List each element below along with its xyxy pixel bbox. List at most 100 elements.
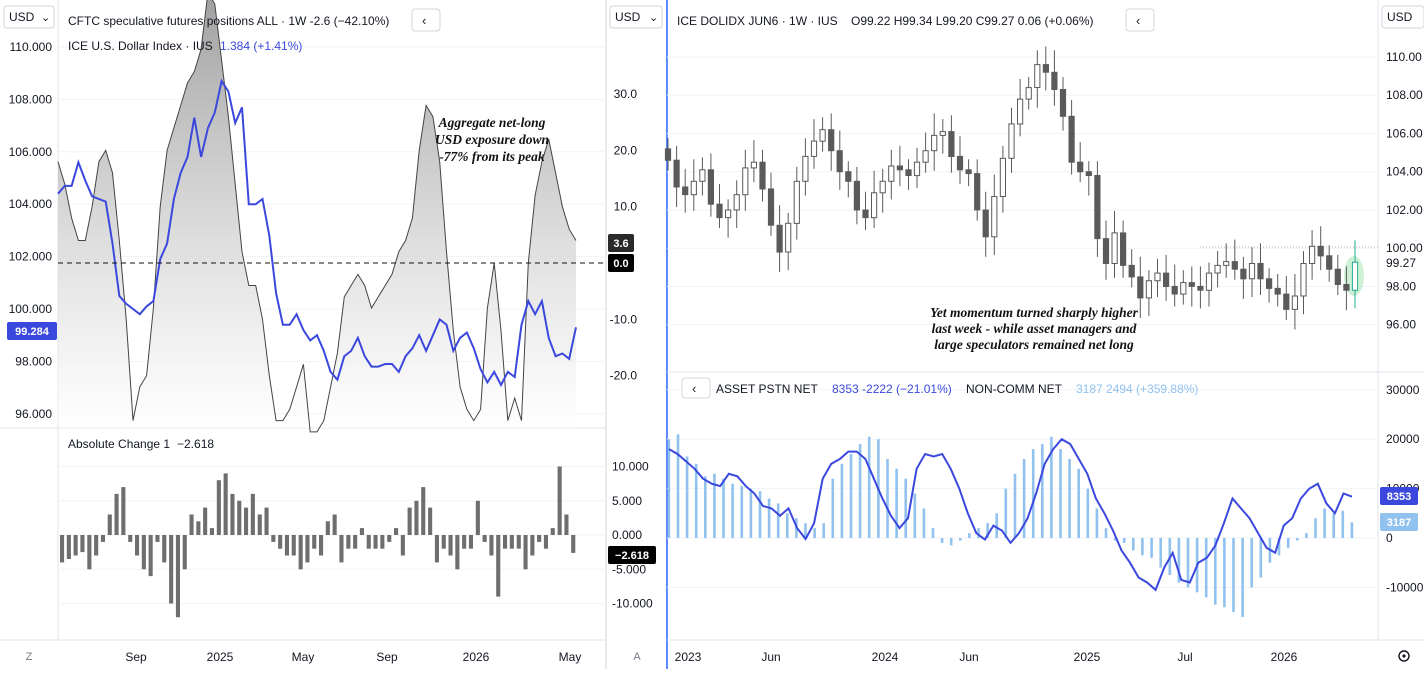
noncomm-bar bbox=[713, 473, 716, 538]
change-bar bbox=[319, 535, 324, 556]
lower-collapse-button[interactable]: ‹ bbox=[681, 377, 711, 399]
candle-body bbox=[1145, 280, 1153, 299]
candle-body bbox=[733, 194, 740, 211]
change-bar bbox=[400, 535, 405, 556]
left-currency-dropdown[interactable]: USD ⌄ bbox=[3, 5, 55, 29]
subpane-value-badge: −2.618 bbox=[608, 546, 656, 564]
candle-body bbox=[742, 167, 749, 196]
settings-button[interactable] bbox=[1398, 650, 1410, 662]
candle-body bbox=[1257, 263, 1264, 280]
change-bar bbox=[373, 535, 378, 549]
candle-body bbox=[1334, 268, 1341, 286]
candle-body bbox=[1223, 261, 1230, 266]
noncomm-bar bbox=[858, 444, 862, 538]
asset-line-group bbox=[668, 437, 1353, 592]
left-axis-tick: 106.000 bbox=[9, 145, 53, 159]
candle-body bbox=[828, 129, 835, 152]
right-time-label: Jun bbox=[959, 650, 978, 664]
lower-axis-tick: 30000 bbox=[1386, 383, 1420, 397]
change-bar bbox=[216, 480, 221, 535]
change-bar bbox=[121, 487, 126, 535]
left-collapse-button[interactable]: ‹ bbox=[411, 8, 441, 32]
subpane-title: Absolute Change 1 bbox=[68, 437, 170, 451]
change-bar bbox=[278, 535, 283, 549]
cftc-axis-tick: 30.0 bbox=[614, 87, 638, 101]
noncomm-bar bbox=[1022, 459, 1026, 538]
candle-body bbox=[707, 169, 714, 205]
right-currency-dropdown[interactable]: USD ⌄ bbox=[609, 5, 663, 29]
right-time-label: 2025 bbox=[1074, 650, 1101, 664]
svg-text:3187: 3187 bbox=[1387, 517, 1411, 529]
left-time-label: Sep bbox=[376, 650, 398, 664]
candle-body bbox=[956, 155, 964, 171]
cftc-zero-badge: 0.0 bbox=[608, 254, 634, 272]
noncomm-bar bbox=[1250, 538, 1253, 588]
svg-text:8353: 8353 bbox=[1387, 491, 1411, 503]
change-bar bbox=[80, 535, 85, 553]
change-bar bbox=[100, 535, 105, 542]
noncomm-bar bbox=[758, 491, 762, 538]
right-axis-tick: 110.00 bbox=[1386, 50, 1422, 64]
change-bar bbox=[468, 535, 473, 549]
cftc-axis-tick: 10.0 bbox=[614, 200, 638, 214]
change-bar bbox=[141, 535, 146, 570]
change-bar bbox=[175, 535, 180, 618]
right-collapse-button[interactable]: ‹ bbox=[1125, 8, 1155, 32]
change-bar bbox=[114, 493, 119, 535]
svg-text:USD: USD bbox=[615, 10, 641, 24]
left-axis-tick: 96.000 bbox=[15, 407, 52, 421]
left-corner-z[interactable]: Z bbox=[26, 651, 33, 663]
change-bar bbox=[148, 535, 153, 577]
change-bar bbox=[394, 528, 399, 535]
left-axis-tick: 102.000 bbox=[9, 250, 53, 264]
candle-body bbox=[1197, 285, 1204, 291]
noncomm-bar bbox=[1341, 510, 1345, 538]
lower-axis-tick: 0 bbox=[1386, 531, 1393, 545]
right-corner-a[interactable]: A bbox=[633, 651, 641, 663]
noncomm-bar bbox=[1104, 528, 1108, 538]
chevron-left-icon: ‹ bbox=[422, 13, 426, 28]
cftc-axis-tick: -20.0 bbox=[610, 369, 638, 383]
noncomm-bar bbox=[786, 513, 789, 538]
left-axis-tick: 98.000 bbox=[15, 354, 52, 368]
chevron-left-icon: ‹ bbox=[1136, 13, 1140, 28]
right-axis-currency-dropdown[interactable]: USD bbox=[1381, 5, 1424, 29]
gear-icon bbox=[1398, 650, 1410, 662]
change-bar bbox=[414, 500, 419, 536]
change-bar bbox=[428, 507, 433, 535]
noncomm-bar bbox=[1141, 538, 1144, 556]
change-bar bbox=[250, 493, 255, 535]
noncomm-bar bbox=[667, 439, 671, 538]
candle-body bbox=[776, 224, 783, 253]
cftc-value-badge: 3.6 bbox=[608, 234, 634, 252]
change-bar bbox=[196, 521, 201, 535]
last-price-label: 99.27 bbox=[1386, 256, 1416, 270]
noncomm-bar bbox=[822, 523, 825, 538]
candle-body bbox=[1068, 115, 1075, 163]
candle-body bbox=[1291, 295, 1299, 310]
noncomm-bar bbox=[740, 486, 744, 538]
change-bar bbox=[359, 528, 364, 535]
change-bar bbox=[496, 535, 501, 597]
lower-axis-tick: 20000 bbox=[1386, 432, 1420, 446]
candle-body bbox=[1171, 285, 1178, 295]
candle-body bbox=[1248, 263, 1256, 280]
change-bar bbox=[509, 535, 514, 549]
right-time-axis: 2023 Jun 2024 Jun 2025 Jul 2026 bbox=[675, 650, 1298, 664]
candle-body bbox=[871, 192, 878, 219]
change-bar bbox=[305, 535, 310, 563]
change-bar bbox=[346, 535, 351, 549]
change-bar bbox=[237, 500, 242, 536]
left-time-label: May bbox=[559, 650, 582, 664]
noncomm-bar bbox=[1323, 508, 1326, 538]
lower-legend-series1-name: ASSET PSTN NET bbox=[716, 382, 818, 396]
candle-body bbox=[1034, 64, 1041, 88]
chevron-down-icon: ⌄ bbox=[649, 12, 658, 24]
right-time-label: 2024 bbox=[872, 650, 899, 664]
change-bar bbox=[244, 507, 249, 535]
noncomm-bar bbox=[1296, 538, 1299, 541]
right-gridlines bbox=[667, 56, 1378, 326]
right-axis-tick: 98.00 bbox=[1386, 279, 1416, 293]
change-bar bbox=[155, 535, 160, 542]
